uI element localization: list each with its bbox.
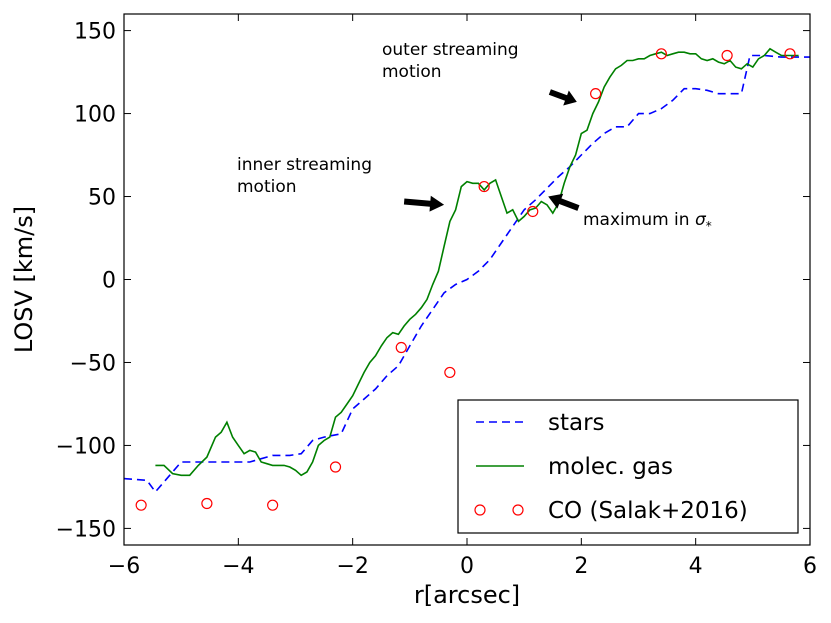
y-tick-label: −150 [56,517,116,542]
annotation-text: maximum in σ* [583,210,712,233]
y-tick-label: 50 [88,186,116,211]
legend-label: molec. gas [548,454,673,480]
x-tick-label: 6 [803,554,817,579]
co-point-1 [201,497,213,510]
annotation-arrow [403,195,445,212]
co-point-3 [329,461,342,473]
x-axis-title: r[arcsec] [414,581,520,609]
x-tick-label: −4 [222,554,254,579]
legend-label: stars [548,410,605,436]
x-tick-label: 0 [460,554,474,579]
legend-marker [512,504,524,516]
y-tick-label: −100 [56,434,116,459]
series-line-molec-gas [155,47,799,477]
series-line-stars [124,54,810,494]
legend-label: CO (Salak+2016) [548,498,748,524]
co-point-4 [395,341,407,354]
co-point-10 [721,49,733,62]
co-point-7 [527,205,539,218]
co-point-5 [444,366,456,379]
annotation-text: inner streaming motion [237,155,372,197]
y-tick-label: 0 [102,269,116,294]
co-point-9 [655,48,667,60]
co-point-8 [590,88,602,100]
annotation-arrow [548,89,577,106]
co-point-11 [784,48,796,60]
y-axis-title: LOSV [km/s] [10,206,38,353]
x-tick-label: 2 [574,554,588,579]
annotation-arrow [548,193,580,211]
x-tick-label: 4 [689,554,703,579]
co-point-2 [267,499,279,511]
y-tick-label: 150 [74,20,116,45]
y-tick-label: −50 [70,351,116,376]
annotation-text: outer streaming motion [382,40,519,82]
co-point-0 [135,499,147,511]
y-tick-label: 100 [74,103,116,128]
x-tick-label: −2 [336,554,368,579]
co-point-6 [478,180,490,193]
x-tick-label: −6 [108,554,140,579]
legend-marker [474,504,486,516]
